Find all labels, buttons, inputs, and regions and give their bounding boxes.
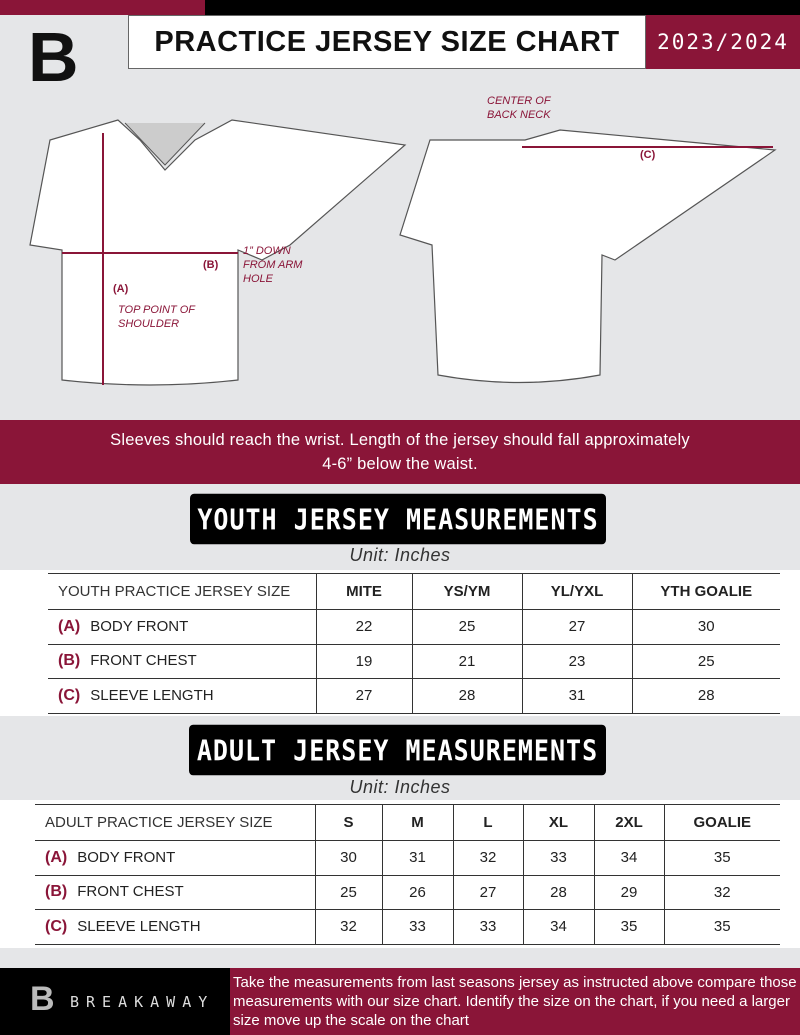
measurement-value: 27 xyxy=(521,609,632,645)
size-header: ADULT PRACTICE JERSEY SIZE xyxy=(35,804,315,841)
adult-unit: Unit: Inches xyxy=(349,777,451,797)
season-label: 2023/2024 xyxy=(646,15,800,69)
measurement-letter: (A) xyxy=(45,848,68,866)
measurement-letter: (B) xyxy=(58,652,81,670)
b-note: 1” DOWN FROM ARM HOLE xyxy=(243,245,303,285)
size-column-header: L xyxy=(452,804,523,841)
measurement-value: 19 xyxy=(315,644,412,679)
size-column-header: GOALIE xyxy=(663,804,780,841)
table-row: (A) BODY FRONT 22 25 27 30 xyxy=(48,609,780,645)
adult-table: ADULT PRACTICE JERSEY SIZE S M L XL 2XL GOALIE… xyxy=(35,804,780,945)
measurement-value: 25 xyxy=(631,644,780,679)
size-column-header: 2XL xyxy=(593,804,664,841)
size-column-header: YTH GOALIE xyxy=(631,573,780,610)
measurement-label: (B) FRONT CHEST xyxy=(48,644,316,679)
measurement-label: (B) FRONT CHEST xyxy=(35,875,315,910)
size-column-header: MITE xyxy=(315,573,412,610)
measurement-label: (C) SLEEVE LENGTH xyxy=(35,909,315,945)
measurement-value: 29 xyxy=(593,875,664,910)
measurement-value: 23 xyxy=(521,644,632,679)
top-accent-bar xyxy=(0,0,205,15)
a-note: TOP POINT OF SHOULDER xyxy=(118,304,195,330)
measurement-letter: (C) xyxy=(58,686,81,704)
label-a: (A) xyxy=(113,283,129,295)
measurement-value: 31 xyxy=(521,678,632,714)
footer-instructions: Take the measurements from last seasons … xyxy=(230,968,800,1035)
jersey-diagram xyxy=(29,119,777,386)
measurement-name: SLEEVE LENGTH xyxy=(90,686,214,704)
top-black-bar xyxy=(205,0,800,15)
label-c: (C) xyxy=(640,149,656,161)
size-column-header: YS/YM xyxy=(411,573,522,610)
measurement-name: BODY FRONT xyxy=(77,848,176,866)
table-header-row: YOUTH PRACTICE JERSEY SIZE MITE YS/YM YL/YX… xyxy=(48,573,780,610)
youth-table: YOUTH PRACTICE JERSEY SIZE MITE YS/YM YL/YX… xyxy=(48,573,780,714)
table-row: (C) SLEEVE LENGTH 27 28 31 28 xyxy=(48,678,780,714)
brand-name: BREAKAWAY xyxy=(70,993,215,1011)
measurement-value: 34 xyxy=(593,840,664,876)
adult-title: ADULT JERSEY MEASUREMENTS xyxy=(189,724,606,776)
measurement-value: 35 xyxy=(593,909,664,945)
measurement-name: FRONT CHEST xyxy=(77,883,184,901)
size-column-header: YL/YXL xyxy=(521,573,632,610)
footer-logo: B xyxy=(30,980,55,1018)
table-row: (B) FRONT CHEST 19 21 23 25 xyxy=(48,644,780,679)
measurement-value: 32 xyxy=(663,875,780,910)
measurement-value: 28 xyxy=(411,678,522,714)
measurement-value: 35 xyxy=(663,909,780,945)
sleeve-note: Sleeves should reach the wrist. Length o… xyxy=(110,431,690,473)
center-back-neck-note: CENTER OF BACK NECK xyxy=(487,95,551,121)
measurement-value: 22 xyxy=(315,609,412,645)
measurement-value: 34 xyxy=(522,909,594,945)
measurement-letter: (A) xyxy=(58,617,81,635)
measurement-letter: (C) xyxy=(45,917,68,935)
measurement-value: 21 xyxy=(411,644,522,679)
measurement-value: 32 xyxy=(314,909,382,945)
measurement-value: 27 xyxy=(452,875,523,910)
measurement-name: FRONT CHEST xyxy=(90,652,197,670)
logo: B xyxy=(28,18,79,96)
youth-title: YOUTH JERSEY MEASUREMENTS xyxy=(190,493,606,545)
size-column-header: S xyxy=(314,804,382,841)
measurement-value: 31 xyxy=(381,840,453,876)
measurement-label: (C) SLEEVE LENGTH xyxy=(48,678,316,714)
youth-unit: Unit: Inches xyxy=(349,545,451,565)
jersey-back xyxy=(399,129,777,384)
measurement-value: 33 xyxy=(381,909,453,945)
measurement-value: 26 xyxy=(381,875,453,910)
measurement-value: 30 xyxy=(631,609,780,645)
table-header-row: ADULT PRACTICE JERSEY SIZE S M L XL 2XL GOALIE xyxy=(35,804,780,841)
measurement-label: (A) BODY FRONT xyxy=(48,609,316,645)
table-row: (B) FRONT CHEST 25 26 27 28 29 32 xyxy=(35,875,780,910)
label-b: (B) xyxy=(203,259,219,271)
measurement-value: 35 xyxy=(663,840,780,876)
measurement-value: 32 xyxy=(452,840,523,876)
measurement-value: 25 xyxy=(411,609,522,645)
page-title: PRACTICE JERSEY SIZE CHART xyxy=(128,15,646,69)
size-header: YOUTH PRACTICE JERSEY SIZE xyxy=(48,573,316,610)
measurement-value: 33 xyxy=(452,909,523,945)
table-row: (C) SLEEVE LENGTH 32 33 33 34 35 35 xyxy=(35,909,780,945)
measurement-value: 33 xyxy=(522,840,594,876)
measurement-value: 27 xyxy=(315,678,412,714)
footer-brand: B BREAKAWAY xyxy=(0,968,230,1035)
table-row: (A) BODY FRONT 30 31 32 33 34 35 xyxy=(35,840,780,876)
measurement-name: SLEEVE LENGTH xyxy=(77,917,201,935)
size-column-header: M xyxy=(381,804,453,841)
measurement-label: (A) BODY FRONT xyxy=(35,840,315,876)
measurement-value: 28 xyxy=(522,875,594,910)
sleeve-note-band: Sleeves should reach the wrist. Length o… xyxy=(0,420,800,484)
measurement-name: BODY FRONT xyxy=(90,617,189,635)
measurement-letter: (B) xyxy=(45,883,68,901)
measurement-value: 30 xyxy=(314,840,382,876)
measurement-value: 25 xyxy=(314,875,382,910)
size-column-header: XL xyxy=(522,804,594,841)
measurement-value: 28 xyxy=(631,678,780,714)
collar xyxy=(124,122,206,166)
